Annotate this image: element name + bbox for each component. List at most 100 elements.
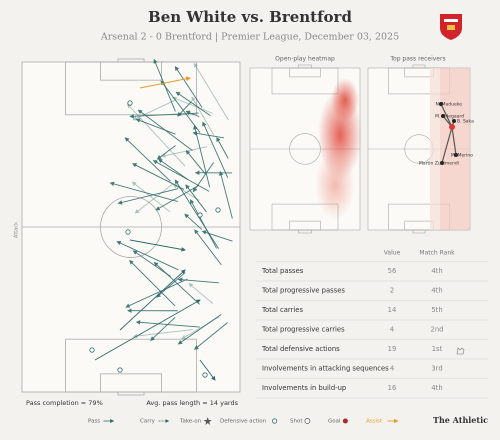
pass-arrow bbox=[132, 250, 171, 277]
row-label: Involvements in attacking sequences bbox=[262, 365, 389, 373]
pass-arrow bbox=[194, 322, 228, 350]
pass-arrow bbox=[135, 118, 176, 135]
pass-arrow bbox=[134, 183, 174, 214]
pass-arrow bbox=[153, 261, 200, 305]
pass-arrow bbox=[152, 160, 210, 192]
centre-circle bbox=[100, 196, 162, 258]
legend-label: Goal bbox=[328, 419, 341, 425]
pass-arrow bbox=[129, 239, 186, 252]
legend-label: Defensive action bbox=[220, 419, 267, 425]
defensive-action bbox=[125, 229, 131, 235]
pass-arrow bbox=[218, 170, 233, 219]
pass-arrow bbox=[157, 158, 189, 181]
receiver-link bbox=[440, 103, 453, 128]
row-value: 56 bbox=[388, 267, 397, 275]
row-label: Total passes bbox=[261, 267, 304, 275]
row-label: Total progressive carries bbox=[261, 326, 345, 334]
receiver-label: Martin Zubimendi bbox=[419, 161, 459, 167]
pass-arrow bbox=[160, 80, 201, 133]
receiver-dot bbox=[440, 161, 444, 165]
pass-arrow bbox=[156, 145, 176, 160]
pass-arrow bbox=[184, 213, 203, 230]
goal bbox=[298, 229, 312, 234]
receiver-link bbox=[441, 126, 453, 164]
pass-arrow bbox=[177, 101, 192, 117]
subtitle: Arsenal 2 - 0 Brentford | Premier League… bbox=[100, 32, 399, 43]
avg-pass-length: Avg. pass length = 14 yards bbox=[146, 399, 238, 407]
pass-arrow bbox=[129, 112, 199, 119]
player-position bbox=[449, 124, 455, 130]
legend-symbol bbox=[271, 418, 278, 424]
row-rank: 3rd bbox=[431, 365, 442, 373]
pass-arrow bbox=[177, 277, 219, 284]
row-value: 4 bbox=[390, 326, 394, 334]
legend-label: Take-on bbox=[179, 419, 202, 425]
direction-label: Attack bbox=[14, 222, 20, 238]
receiver-dot bbox=[439, 102, 443, 106]
receiver-label: M. Odegaard bbox=[435, 114, 464, 120]
row-label: Involvements in build-up bbox=[262, 384, 346, 392]
pass-arrow bbox=[150, 316, 176, 341]
pass-arrow bbox=[174, 179, 219, 249]
pass-arrow bbox=[135, 320, 200, 328]
pass-completion: Pass completion = 79% bbox=[26, 399, 103, 407]
pass-arrow bbox=[132, 329, 193, 339]
pass-arrow bbox=[202, 121, 229, 178]
receiver-dot bbox=[454, 153, 458, 157]
pass-arrow bbox=[129, 259, 176, 307]
row-rank: 1st bbox=[432, 345, 443, 353]
pass-map bbox=[21, 58, 241, 396]
pass-arrow bbox=[171, 96, 213, 114]
pass-arrow bbox=[156, 272, 186, 298]
goal bbox=[412, 229, 426, 234]
legend-label: Pass bbox=[88, 419, 100, 425]
row-value: 4 bbox=[390, 365, 394, 373]
pass-arrow bbox=[191, 96, 215, 136]
pass-arrow bbox=[193, 62, 229, 121]
pass-arrow bbox=[137, 109, 193, 151]
heatmap-title: Open-play heatmap bbox=[275, 56, 335, 63]
assist-arrow bbox=[139, 76, 191, 89]
column-header: Value bbox=[384, 250, 401, 257]
pass-arrow bbox=[181, 316, 220, 340]
pass-arrow bbox=[185, 110, 200, 118]
column-header: Match Rank bbox=[419, 250, 455, 257]
defensive-action bbox=[215, 207, 221, 213]
legend: Pass Carry Take-on Defensive action Shot Goal… bbox=[88, 417, 399, 425]
pass-arrow bbox=[190, 199, 217, 249]
pass-arrow bbox=[126, 103, 186, 167]
goal bbox=[117, 58, 145, 63]
pass-arrow bbox=[160, 146, 208, 158]
row-value: 16 bbox=[388, 384, 397, 392]
defensive-action bbox=[197, 212, 203, 218]
goal bbox=[412, 64, 426, 69]
pass-arrow bbox=[201, 230, 233, 242]
pass-arrow bbox=[94, 299, 201, 361]
pass-arrow bbox=[194, 229, 222, 266]
row-value: 2 bbox=[390, 287, 394, 295]
legend-label: Shot bbox=[290, 419, 303, 425]
pass-arrow bbox=[116, 241, 179, 271]
pass-arrow bbox=[193, 124, 211, 188]
legend-symbol bbox=[342, 418, 348, 424]
pass-arrow bbox=[119, 269, 186, 331]
receivers-title: Top pass receivers bbox=[389, 56, 445, 63]
pass-arrow bbox=[117, 188, 179, 205]
row-rank: 4th bbox=[431, 267, 442, 275]
pass-arrow bbox=[132, 99, 176, 121]
pass-arrow bbox=[185, 184, 207, 213]
receiver-dot bbox=[441, 114, 445, 118]
club-crest bbox=[440, 14, 462, 40]
pass-arrow bbox=[124, 137, 171, 182]
pass-arrow bbox=[132, 163, 185, 190]
heatmap bbox=[249, 64, 362, 234]
receiver-label: N. Madueke bbox=[435, 102, 462, 108]
row-value: 19 bbox=[388, 345, 397, 353]
defensive-action bbox=[127, 100, 133, 106]
legend-label: Assist bbox=[366, 419, 383, 425]
receiver-label: B. Saka bbox=[457, 119, 474, 125]
goal bbox=[117, 391, 145, 396]
rank-icon bbox=[456, 347, 465, 355]
